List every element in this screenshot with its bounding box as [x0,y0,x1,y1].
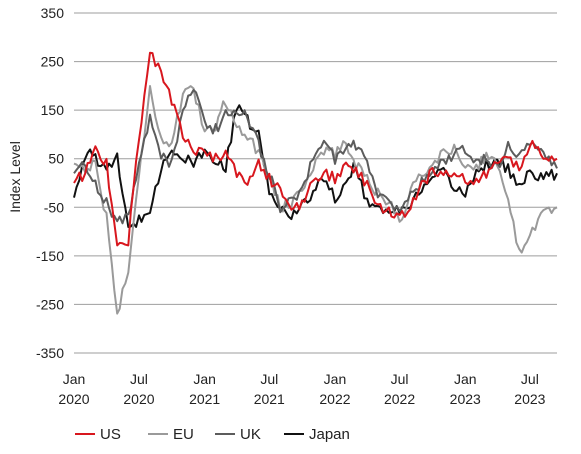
y-tick-label: -50 [44,199,64,215]
x-axis: Jan 2020 Jul 2020 Jan 2021 Jul 2021 Jan 2022 Jul 20… [58,371,545,407]
x-tick-label: Jan 2021 [189,371,220,407]
x-tick-label: Jan 2020 [58,371,89,407]
y-tick-label: 350 [41,5,65,21]
legend-label-japan: Japan [309,426,350,443]
y-tick-label: 150 [41,102,65,118]
y-tick-label: -250 [36,296,64,312]
x-tick-label: Jul 2020 [123,371,154,407]
series-line-eu [73,85,558,315]
series-line-uk [73,88,558,225]
series-line-japan [73,104,558,228]
gridlines [74,12,557,354]
x-tick-label: Jul 2023 [514,371,545,407]
series-lines [73,51,558,315]
y-axis-title: Index Level [7,141,23,213]
x-tick-label: Jan 2023 [450,371,481,407]
y-tick-label: 250 [41,54,65,70]
y-tick-label: -150 [36,248,64,264]
x-tick-label: Jul 2021 [254,371,285,407]
series-line-us [73,51,558,247]
y-tick-label: 50 [48,151,64,167]
y-tick-label: -350 [36,345,64,361]
legend-label-uk: UK [240,426,261,443]
legend-label-us: US [100,426,121,443]
legend-label-eu: EU [173,426,194,443]
x-tick-label: Jan 2022 [319,371,350,407]
legend: US EU UK Japan [75,426,350,443]
x-tick-label: Jul 2022 [384,371,415,407]
y-axis: 350 250 150 50 -50 -150 -250 -350 [36,5,64,361]
